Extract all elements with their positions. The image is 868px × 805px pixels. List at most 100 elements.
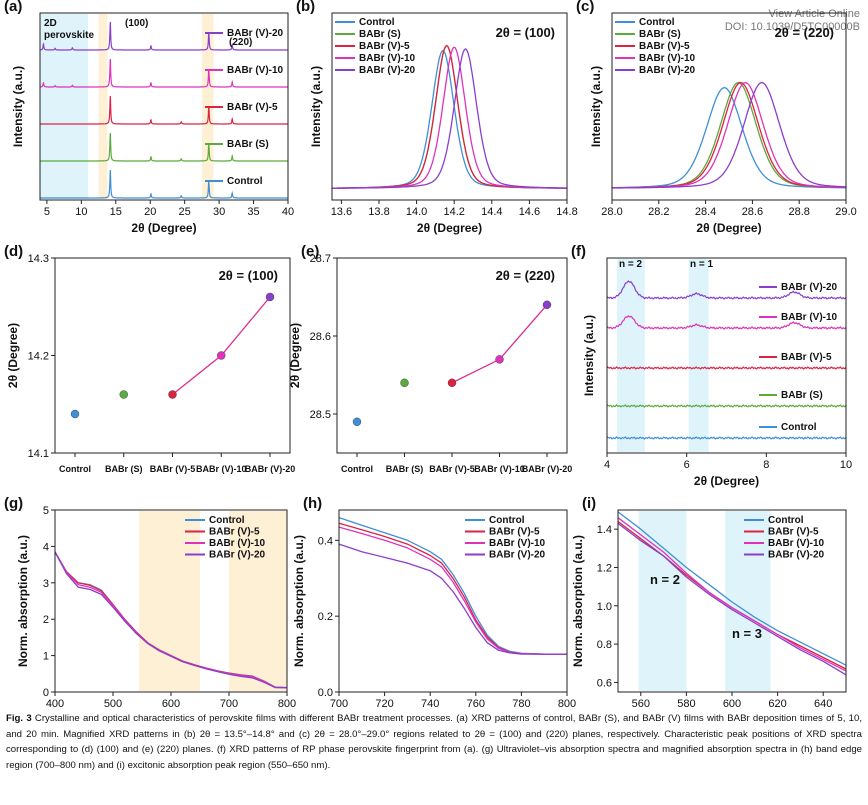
panel-a-legend-entry: BABr (V)-20 bbox=[227, 28, 284, 39]
panel-g-ytick-label: 1 bbox=[43, 651, 49, 663]
panel-g-xtick-label: 700 bbox=[220, 698, 238, 710]
panel-f-xtick-label: 6 bbox=[684, 459, 690, 471]
panel-b-xtick-label: 14.2 bbox=[443, 206, 464, 218]
panel-b-xtick-label: 14.4 bbox=[481, 206, 502, 218]
doi-text: DOI: 10.1039/D5TC00000B bbox=[724, 21, 860, 33]
panel-c-ylabel: Intensity (a.u.) bbox=[589, 66, 603, 147]
panel-h-xtick-label: 700 bbox=[330, 698, 348, 710]
panel-c-xtick-label: 28.2 bbox=[648, 206, 669, 218]
panel-f-xlabel: 2θ (Degree) bbox=[694, 474, 759, 488]
panel-h-frame bbox=[338, 509, 568, 693]
panel-g-shaded-region bbox=[229, 511, 287, 691]
panel-g-label: (g) bbox=[4, 495, 23, 512]
panel-f-xtick-label: 4 bbox=[604, 459, 610, 471]
panel-i-shaded-region bbox=[725, 511, 771, 691]
panel-e-trend-line bbox=[451, 304, 548, 384]
panel-d-label: (d) bbox=[4, 243, 23, 260]
panel-i-series-babr-v-10 bbox=[617, 517, 847, 672]
panel-a-ylabel: Intensity (a.u.) bbox=[11, 66, 25, 147]
panel-b-series-babr-v-20 bbox=[331, 48, 567, 189]
panel-b-title: 2θ = (100) bbox=[496, 25, 555, 40]
panel-c-title: 2θ = (220) bbox=[775, 25, 834, 40]
panel-f-legend-entry: BABr (V)-20 bbox=[781, 282, 838, 293]
panel-g-series-babr-v-20 bbox=[54, 551, 287, 689]
panel-c-series-babr-v-20 bbox=[612, 81, 846, 189]
panel-g-ytick-label: 2 bbox=[43, 614, 49, 626]
panel-a-shaded-region bbox=[98, 14, 108, 199]
panel-a-label: (a) bbox=[4, 0, 22, 15]
figure-caption: Fig. 3 Crystalline and optical character… bbox=[6, 711, 862, 773]
panel-e-ytick-label: 28.6 bbox=[310, 331, 331, 343]
panel-i-series-babr-v-20 bbox=[617, 522, 847, 676]
panel-e-point bbox=[352, 417, 362, 426]
panel-a-xtick-label: 10 bbox=[75, 206, 87, 218]
panel-i-legend-entry: Control bbox=[768, 515, 804, 526]
panel-g-legend-entry: BABr (V)-20 bbox=[209, 550, 266, 561]
panel-g-xtick-label: 600 bbox=[162, 698, 180, 710]
panel-f-xtick-label: 10 bbox=[840, 459, 852, 471]
panel-d-category-label: BABr (S) bbox=[105, 464, 143, 474]
panel-i-annotation-n3: n = 3 bbox=[732, 626, 762, 641]
panel-a-frame bbox=[39, 12, 289, 201]
caption-label: Fig. 3 bbox=[6, 713, 32, 724]
panel-b-xtick-label: 13.8 bbox=[368, 206, 389, 218]
panel-a-series-control bbox=[40, 169, 288, 199]
panel-h-xtick-label: 800 bbox=[558, 698, 576, 710]
panel-a-annotation-100: (100) bbox=[125, 18, 148, 29]
panel-a-annotation-2d-perovskite: 2D perovskite bbox=[44, 18, 94, 41]
panel-d-ytick-label: 14.3 bbox=[28, 253, 49, 265]
panel-b-legend-entry: Control bbox=[359, 17, 395, 28]
panel-i-ytick-label: 0.6 bbox=[597, 677, 612, 689]
panel-c-legend-entry: BABr (V)-20 bbox=[639, 65, 696, 76]
panel-d-category-label: BABr (V)-5 bbox=[150, 464, 196, 474]
panel-d-frame bbox=[54, 257, 291, 454]
panel-a-series-babr-s- bbox=[40, 132, 288, 162]
panel-e-ylabel: 2θ (Degree) bbox=[288, 323, 302, 388]
panel-e-category-label: BABr (V)-20 bbox=[522, 464, 573, 474]
panel-e-title: 2θ = (220) bbox=[496, 268, 555, 283]
panel-d-ytick-label: 14.1 bbox=[28, 448, 49, 460]
panel-i-xtick-label: 580 bbox=[677, 698, 695, 710]
panel-c-xtick-label: 28.8 bbox=[788, 206, 809, 218]
panel-d-point bbox=[119, 390, 128, 399]
panel-h-ytick-label: 0.4 bbox=[318, 535, 333, 547]
panel-e-point bbox=[447, 378, 457, 387]
panel-b-xlabel: 2θ (Degree) bbox=[417, 221, 482, 235]
panel-c-series-babr-s- bbox=[612, 81, 846, 189]
panel-b-ylabel: Intensity (a.u.) bbox=[309, 66, 323, 147]
panel-b-legend-entry: BABr (V)-20 bbox=[359, 65, 416, 76]
panel-h-legend-entry: BABr (V)-20 bbox=[489, 550, 546, 561]
panel-c-xtick-label: 29.0 bbox=[835, 206, 856, 218]
panel-a-annotation-220: (220) bbox=[229, 37, 252, 48]
panel-h-ylabel: Norm. absorption (a.u.) bbox=[292, 535, 306, 667]
panel-f-series-babr-v-5 bbox=[606, 366, 847, 370]
panel-i-legend-entry: BABr (V)-20 bbox=[768, 550, 825, 561]
panel-g-legend-entry: BABr (V)-10 bbox=[209, 538, 266, 549]
panel-i-xtick-label: 640 bbox=[814, 698, 832, 710]
panel-b-legend-entry: BABr (S) bbox=[359, 29, 401, 40]
panel-a-xtick-label: 40 bbox=[282, 206, 294, 218]
panel-c-legend-entry: BABr (V)-5 bbox=[639, 41, 690, 52]
panel-i-shaded-region bbox=[638, 511, 687, 691]
panel-a-xtick-label: 30 bbox=[213, 206, 225, 218]
panel-a-legend-entry: BABr (S) bbox=[227, 139, 269, 150]
panel-g-ytick-label: 0 bbox=[43, 687, 49, 699]
panel-f-xtick-label: 8 bbox=[763, 459, 769, 471]
panel-i-ytick-label: 1.0 bbox=[597, 601, 612, 613]
panel-a-legend-entry: BABr (V)-10 bbox=[227, 65, 284, 76]
panel-i-ylabel: Norm. absorption (a.u.) bbox=[571, 535, 585, 667]
panel-a-legend-entry: BABr (V)-5 bbox=[227, 102, 278, 113]
panel-d-point bbox=[217, 351, 226, 360]
article-doi-block[interactable]: View Article Online DOI: 10.1039/D5TC000… bbox=[725, 8, 860, 34]
panel-a-xtick-label: 20 bbox=[144, 206, 156, 218]
panel-e-ytick-label: 28.5 bbox=[310, 409, 331, 421]
panel-b-xtick-label: 14.0 bbox=[406, 206, 427, 218]
panel-i-legend-entry: BABr (V)-10 bbox=[768, 538, 825, 549]
panel-b-xtick-label: 14.6 bbox=[519, 206, 540, 218]
view-article-online-link[interactable]: View Article Online bbox=[768, 8, 860, 20]
panel-c-xtick-label: 28.6 bbox=[742, 206, 763, 218]
panel-f-shaded-region bbox=[616, 259, 645, 452]
panel-f-legend-entry: BABr (V)-10 bbox=[781, 312, 838, 323]
panel-h-series-babr-v-20 bbox=[338, 543, 567, 655]
panel-i-series-control bbox=[617, 511, 847, 666]
